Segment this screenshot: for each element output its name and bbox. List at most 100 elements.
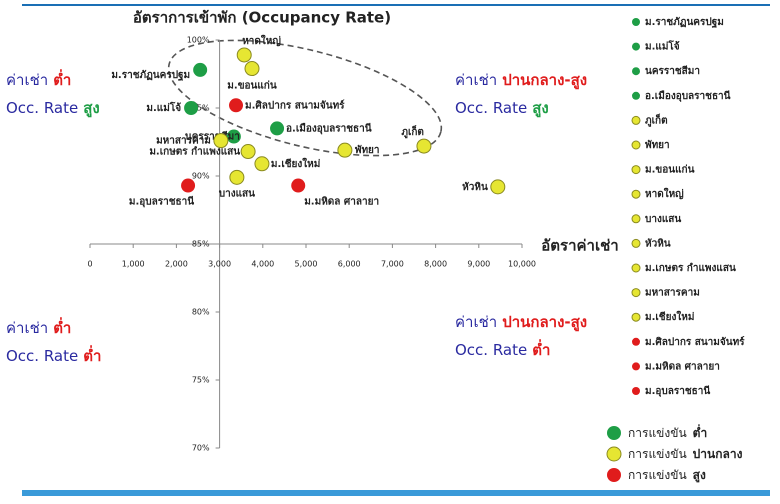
x-tick-label: 9,000 (467, 260, 490, 269)
legend-marker (632, 42, 640, 51)
cluster-ellipse (167, 39, 443, 157)
quadrant-caption: Occ. Rate สูง (6, 99, 100, 118)
legend-label: ม.เกษตร กำแพงแสน (645, 262, 736, 274)
y-tick-label: 75% (192, 376, 210, 385)
caption-part: สูง (83, 99, 99, 118)
point (193, 62, 208, 77)
competition-level: ต่ำ (693, 424, 708, 440)
legend-label: มหาสารคาม (645, 288, 700, 299)
caption-part: Occ. Rate (455, 99, 527, 117)
point (270, 121, 285, 136)
caption-part: ต่ำ (83, 345, 101, 365)
caption-part: ปานกลาง-สูง (502, 313, 587, 332)
legend-marker (631, 263, 641, 273)
point (490, 179, 506, 195)
caption-part: ค่าเช่า (455, 71, 497, 89)
caption-part: ค่าเช่า (455, 313, 497, 331)
x-tick-label: 1,000 (122, 260, 145, 269)
competition-level: ปานกลาง (693, 447, 743, 461)
point-label: ม.ศิลปากร สนามจันทร์ (245, 99, 345, 111)
legend-marker (631, 140, 641, 150)
point (240, 144, 256, 160)
legend-label: พัทยา (645, 139, 670, 151)
competition-text: การแข่งขัน (628, 468, 687, 482)
legend-marker (631, 214, 641, 224)
point (229, 98, 244, 113)
point-label: หัวหิน (462, 181, 488, 193)
legend-marker (632, 387, 640, 395)
point-label: พัทยา (355, 144, 380, 156)
legend-marker (632, 67, 640, 76)
competition-text: การแข่งขัน (628, 447, 687, 461)
point-label: ภูเก็ต (401, 124, 424, 139)
quadrant-caption: Occ. Rate ต่ำ (6, 345, 101, 365)
chart-title: อัตราการเข้าพัก (Occupancy Rate) (133, 9, 391, 27)
y-tick-label: 100% (187, 36, 210, 45)
point-label: ม.เชียงใหม่ (271, 157, 320, 170)
point (229, 169, 245, 185)
y-tick-label: 90% (192, 172, 210, 181)
legend-label: หัวหิน (645, 237, 671, 249)
legend-marker (632, 18, 640, 26)
legend-marker (632, 91, 640, 100)
point (244, 61, 260, 77)
point (337, 142, 353, 158)
x-tick-label: 2,000 (165, 260, 188, 269)
caption-part: ค่าเช่า (6, 319, 48, 337)
legend-label: ม.ศิลปากร สนามจันทร์ (645, 336, 745, 348)
quadrant-caption: Occ. Rate ต่ำ (455, 339, 550, 359)
x-axis-title: อัตราค่าเช่า (541, 237, 618, 255)
caption-part: ต่ำ (53, 317, 71, 337)
point (416, 138, 432, 154)
legend-label: บางแสน (645, 214, 681, 225)
caption-part: ค่าเช่า (6, 71, 48, 89)
legend-marker (632, 362, 640, 371)
quadrant-caption: ค่าเช่า ปานกลาง-สูง (455, 71, 587, 90)
caption-part: ต่ำ (53, 69, 71, 89)
caption-part: Occ. Rate (6, 347, 78, 365)
legend-label: อ.เมืองอุบลราชธานี (645, 90, 731, 102)
y-tick-label: 70% (192, 444, 210, 453)
point (236, 47, 252, 63)
legend-marker (631, 288, 641, 298)
y-tick-label: 80% (192, 308, 210, 317)
x-tick-label: 5,000 (295, 260, 318, 269)
competition-label: การแข่งขัน สูง (628, 468, 706, 483)
point-label: บางแสน (219, 188, 255, 199)
quadrant-caption: ค่าเช่า ต่ำ (6, 69, 71, 89)
competition-label: การแข่งขัน ต่ำ (628, 424, 707, 440)
point (291, 178, 306, 193)
caption-part: Occ. Rate (455, 341, 527, 359)
x-tick-label: 4,000 (251, 260, 274, 269)
point-label: อ.เมืองอุบลราชธานี (286, 122, 372, 134)
point (181, 178, 196, 193)
competition-text: การแข่งขัน (628, 426, 687, 440)
x-tick-label: 8,000 (424, 260, 447, 269)
legend-marker (631, 165, 641, 175)
competition-marker (606, 446, 622, 462)
bottom-bar (22, 490, 770, 496)
caption-part: ปานกลาง-สูง (502, 71, 587, 90)
point-label: ม.ขอนแก่น (227, 80, 277, 92)
point (184, 101, 199, 115)
quadrant-caption: ค่าเช่า ปานกลาง-สูง (455, 313, 587, 332)
caption-part: Occ. Rate (6, 99, 78, 117)
point (254, 156, 270, 172)
caption-part: สูง (532, 99, 548, 118)
legend-label: ม.ราชภัฏนครปฐม (645, 16, 724, 28)
x-tick-label: 7,000 (381, 260, 404, 269)
caption-part: ต่ำ (532, 339, 550, 359)
legend-marker (632, 337, 640, 346)
y-tick-label: 95% (192, 104, 210, 113)
point (213, 133, 229, 149)
x-tick-label: 10,000 (508, 260, 536, 269)
competition-marker (607, 468, 621, 482)
quadrant-caption: Occ. Rate สูง (455, 99, 549, 118)
x-tick-label: 0 (87, 260, 92, 269)
point-label: ม.มหิดล ศาลายา (304, 196, 379, 208)
legend-label: ม.มหิดล ศาลายา (645, 360, 720, 372)
y-tick-label: 85% (192, 240, 210, 249)
point-label: หาดใหญ่ (242, 34, 281, 47)
competition-label: การแข่งขัน ปานกลาง (628, 447, 743, 461)
